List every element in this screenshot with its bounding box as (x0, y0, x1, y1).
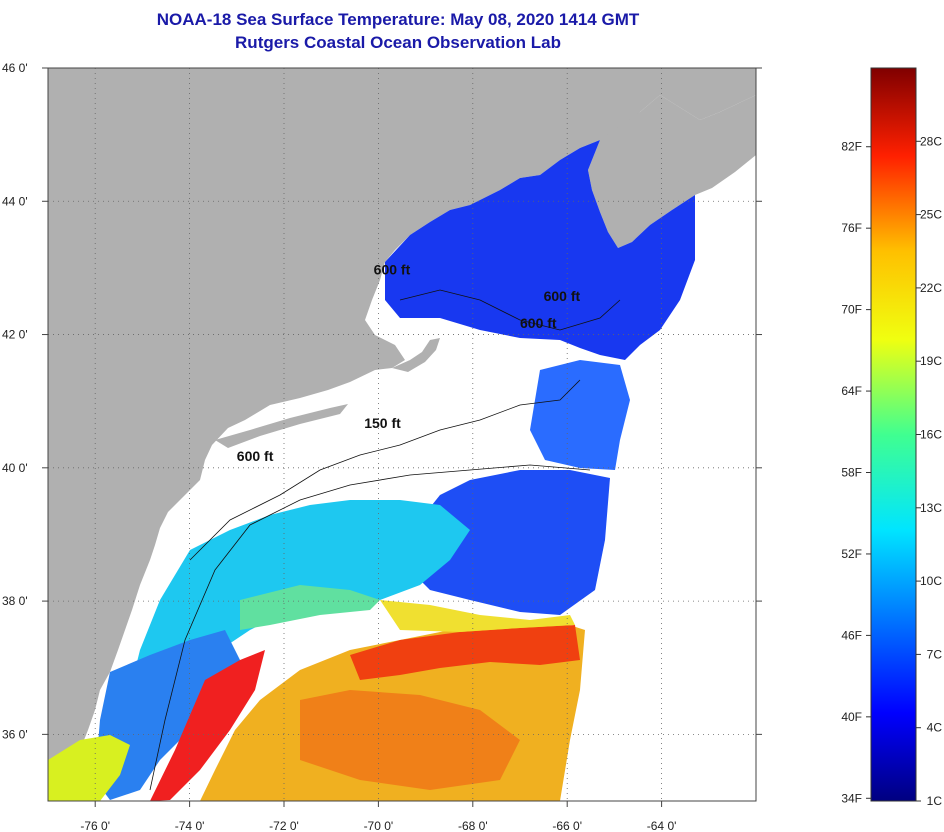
latitude-label: 38 0' (2, 594, 28, 608)
latitude-label: 46 0' (2, 61, 28, 75)
sst-slope-blue (400, 470, 610, 615)
latitude-labels: 46 0' 44 0' 42 0' 40 0' 38 0' 36 0' (2, 61, 762, 741)
colorbar-celsius-label: 1C (927, 794, 943, 808)
latitude-label: 44 0' (2, 194, 28, 208)
map-subtitle: Rutgers Coastal Ocean Observation Lab (235, 33, 561, 52)
land-cape-cod (392, 338, 440, 372)
latitude-label: 40 0' (2, 461, 28, 475)
isobath-label: 600 ft (520, 315, 557, 331)
colorbar-fahrenheit-label: 70F (841, 303, 862, 317)
isobath-label: 150 ft (364, 415, 401, 431)
map-title: NOAA-18 Sea Surface Temperature: May 08,… (156, 10, 640, 29)
colorbar-celsius-label: 7C (927, 647, 943, 661)
isobath-label: 600 ft (237, 448, 274, 464)
isobath-150ft (189, 379, 581, 561)
colorbar-fahrenheit-label: 64F (841, 384, 862, 398)
land-mainland (48, 68, 756, 801)
land-long-island (215, 404, 348, 448)
longitude-label: -74 0' (175, 819, 205, 832)
longitude-label: -68 0' (458, 819, 488, 832)
colorbar-celsius-label: 19C (920, 354, 942, 368)
colorbar-fahrenheit-labels: 82F 76F 70F 64F 58F 52F 46F 40F 34F (841, 140, 871, 805)
longitude-label: -66 0' (552, 819, 582, 832)
isobath-600ft (149, 464, 591, 791)
sst-inshore-warm (150, 650, 265, 801)
latitude-label: 42 0' (2, 328, 28, 342)
graticule (48, 68, 756, 801)
colorbar (870, 67, 917, 802)
map-frame (47, 67, 757, 802)
colorbar-celsius-label: 13C (920, 501, 942, 515)
colorbar-fahrenheit-label: 52F (841, 547, 862, 561)
colorbar-fahrenheit-label: 40F (841, 710, 862, 724)
colorbar-celsius-label: 22C (920, 281, 942, 295)
colorbar-celsius-label: 25C (920, 208, 942, 222)
sst-gulf-stream-north-edge (380, 600, 575, 632)
colorbar-celsius-label: 28C (920, 134, 942, 148)
isobath-label: 600 ft (544, 288, 581, 304)
colorbar-celsius-label: 4C (927, 721, 943, 735)
colorbar-celsius-labels: 28C 25C 22C 19C 16C 13C 10C 7C 4C 1C (916, 134, 942, 808)
colorbar-fahrenheit-label: 34F (841, 791, 862, 805)
sst-warm-core (300, 690, 520, 790)
sst-coastal-blue (95, 630, 240, 800)
longitude-labels: -76 0' -74 0' -72 0' -70 0' -68 0' -66 0' -64 … (80, 801, 676, 832)
map-area: 600 ft 150 ft 600 ft 600 ft 600 ft (48, 68, 756, 801)
isobath-gulf-of-maine (399, 289, 621, 331)
isobath-label: 600 ft (374, 262, 411, 278)
longitude-label: -70 0' (364, 819, 394, 832)
land-nova-scotia (588, 95, 756, 248)
sst-green-band (240, 585, 380, 630)
longitude-label: -76 0' (80, 819, 110, 832)
sst-inshore-yellow (48, 735, 130, 801)
colorbar-fahrenheit-label: 82F (841, 140, 862, 154)
latitude-label: 36 0' (2, 727, 28, 741)
contour-labels: 600 ft 150 ft 600 ft 600 ft 600 ft (237, 262, 581, 465)
colorbar-fahrenheit-label: 58F (841, 466, 862, 480)
sst-south-of-banks (530, 360, 630, 470)
colorbar-fahrenheit-label: 76F (841, 221, 862, 235)
sst-gulf-stream-red (350, 625, 580, 680)
longitude-label: -72 0' (269, 819, 299, 832)
colorbar-fahrenheit-label: 46F (841, 628, 862, 642)
colorbar-celsius-label: 16C (920, 428, 942, 442)
colorbar-celsius-label: 10C (920, 574, 942, 588)
longitude-label: -64 0' (647, 819, 677, 832)
sst-gulf-of-maine (385, 140, 695, 360)
